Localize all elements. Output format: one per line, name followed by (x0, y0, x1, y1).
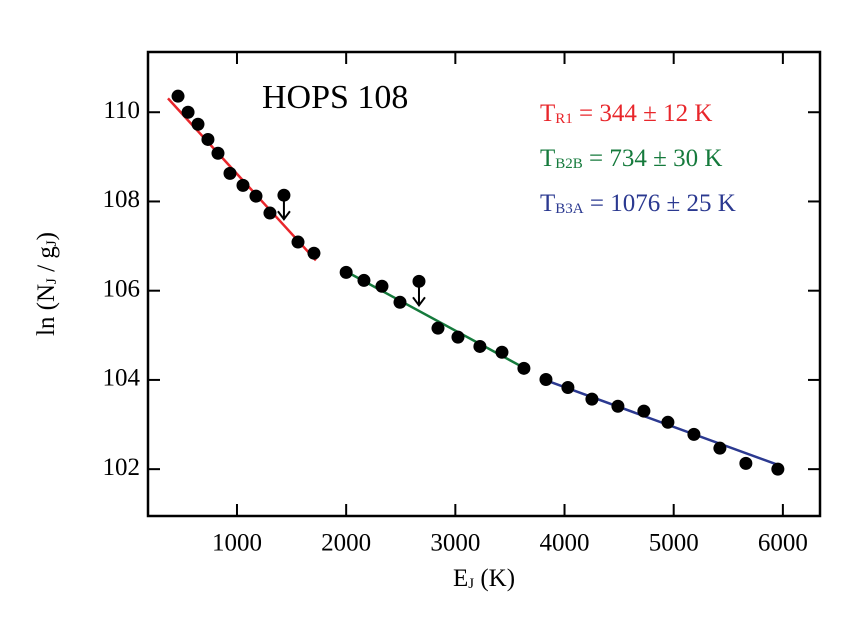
chart-title: HOPS 108 (262, 79, 408, 116)
y-label-part: / g (33, 246, 60, 278)
data-point (561, 381, 575, 395)
x-tick-label: 3000 (430, 530, 480, 557)
x-label-part: E (453, 565, 468, 592)
data-point (539, 372, 553, 386)
data-point (585, 392, 599, 406)
data-point (375, 279, 389, 293)
fit-label-sub: B3A (555, 201, 584, 217)
y-label-sub: J (44, 240, 60, 246)
data-point (236, 178, 250, 192)
y-label-part: ) (33, 232, 60, 240)
data-point (191, 117, 205, 131)
x-tick-label: 1000 (212, 530, 262, 557)
y-tick-label: 106 (103, 275, 141, 302)
data-point (181, 105, 195, 119)
x-tick-label: 2000 (321, 530, 371, 557)
data-point (171, 89, 185, 103)
data-point (291, 235, 305, 249)
fit-label-part: T (540, 190, 555, 217)
data-point (339, 265, 353, 279)
data-point (211, 146, 225, 160)
data-point (771, 462, 785, 476)
x-label-part: (K) (474, 565, 515, 592)
data-point (201, 132, 215, 146)
fit-label-sub: R1 (555, 111, 573, 127)
fit-label: TR1 = 344 ± 12 K (540, 100, 712, 128)
data-point (307, 246, 321, 260)
fit-label-part: T (540, 145, 555, 172)
y-axis-label: ln (NJ / gJ) (33, 232, 61, 336)
x-tick-label: 5000 (649, 530, 699, 557)
upper-limit-arrow (412, 281, 426, 307)
y-tick-label: 110 (103, 97, 140, 124)
y-label-part: ln (N (33, 284, 60, 336)
y-tick-label: 102 (103, 454, 141, 481)
x-tick-label: 4000 (540, 530, 590, 557)
fit-label-sub: B2B (555, 156, 583, 172)
data-point (263, 206, 277, 220)
data-point (637, 404, 651, 418)
fit-label-part: = 344 ± 12 K (573, 100, 713, 127)
fit-line (539, 376, 781, 467)
data-point (687, 427, 701, 441)
data-point (495, 345, 509, 359)
y-label-sub: J (44, 278, 60, 284)
fit-label: TB3A = 1076 ± 25 K (540, 190, 736, 218)
data-point (223, 166, 237, 180)
data-point (451, 330, 465, 344)
data-point (473, 339, 487, 353)
fit-label: TB2B = 734 ± 30 K (540, 145, 722, 173)
data-point (739, 456, 753, 470)
x-label-sub: J (468, 576, 474, 592)
data-point (357, 273, 371, 287)
data-point (611, 399, 625, 413)
y-tick-label: 108 (103, 186, 141, 213)
plot-frame (146, 50, 822, 518)
fit-label-part: T (540, 100, 555, 127)
fit-label-part: = 734 ± 30 K (583, 145, 723, 172)
x-tick-label: 6000 (758, 530, 808, 557)
data-point (249, 189, 263, 203)
data-point (713, 441, 727, 455)
upper-limit-arrow (277, 195, 291, 221)
data-point (661, 415, 675, 429)
fit-label-part: = 1076 ± 25 K (584, 190, 736, 217)
data-point (431, 321, 445, 335)
x-axis-label: EJ (K) (453, 565, 515, 593)
y-tick-label: 104 (103, 365, 141, 392)
data-point (393, 295, 407, 309)
data-point (517, 361, 531, 375)
